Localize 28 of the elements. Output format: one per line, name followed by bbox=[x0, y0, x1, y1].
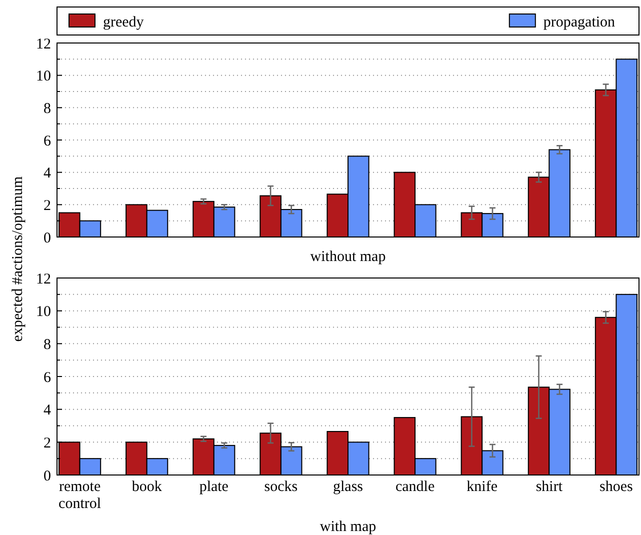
y-tick-label: 4 bbox=[44, 166, 52, 182]
x-tick-label: knife bbox=[466, 479, 498, 495]
x-tick-label: glass bbox=[333, 479, 364, 495]
y-tick-label: 6 bbox=[44, 370, 52, 386]
y-axis-title: expected #actions/optimum bbox=[10, 176, 26, 342]
legend-label: propagation bbox=[543, 14, 616, 30]
y-tick-label: 10 bbox=[36, 68, 51, 85]
legend-label: greedy bbox=[103, 14, 144, 30]
x-tick-label: candle bbox=[395, 479, 435, 495]
x-tick-label: plate bbox=[199, 479, 229, 495]
x-tick-label: book bbox=[132, 479, 162, 495]
y-tick-label: 2 bbox=[44, 435, 51, 452]
x-axis-title: with map bbox=[320, 519, 376, 535]
y-tick-label: 8 bbox=[44, 336, 51, 353]
y-tick-label: 6 bbox=[44, 133, 52, 150]
y-tick-label: 4 bbox=[44, 402, 52, 419]
y-tick-label: 2 bbox=[44, 198, 51, 214]
y-tick-label: 10 bbox=[36, 304, 51, 320]
y-tick-label: 0 bbox=[44, 468, 51, 484]
x-tick-label: socks bbox=[264, 479, 298, 495]
x-tick-label: shirt bbox=[536, 479, 564, 495]
x-axis-title: without map bbox=[310, 249, 386, 265]
y-tick-label: 12 bbox=[36, 36, 51, 52]
y-tick-label: 12 bbox=[36, 271, 51, 288]
x-tick-label: remote control bbox=[58, 479, 102, 512]
y-tick-label: 8 bbox=[44, 100, 51, 117]
x-tick-label: shoes bbox=[600, 479, 634, 495]
y-tick-label: 0 bbox=[44, 230, 51, 246]
